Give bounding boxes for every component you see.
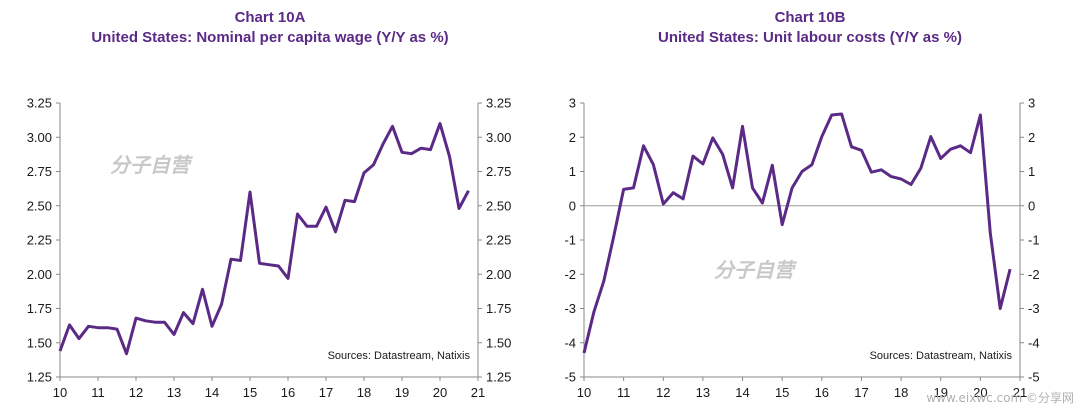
chart-a-ytick-label-left: 1.75 (27, 301, 52, 316)
chart-b-ytick-label-left: 2 (569, 130, 576, 145)
chart-b-xtick-label: 18 (894, 385, 908, 400)
chart-a-title: United States: Nominal per capita wage (… (91, 29, 449, 46)
chart-a-ytick-label-right: 3.00 (486, 130, 511, 145)
chart-a-ytick-label-left: 3.00 (27, 130, 52, 145)
chart-b-xtick-label: 13 (696, 385, 710, 400)
chart-b-ytick-label-right: -3 (1028, 301, 1040, 316)
chart-b-xtick-label: 16 (815, 385, 829, 400)
chart-a-ytick-label-left: 2.50 (27, 198, 52, 213)
chart-b-ytick-label-left: -3 (564, 301, 576, 316)
chart-a-ytick-label-right: 2.50 (486, 198, 511, 213)
chart-b-xtick-label: 11 (617, 385, 631, 400)
chart-a-xtick-label: 15 (243, 385, 257, 400)
chart-b-xtick-label: 20 (973, 385, 987, 400)
chart-a-ytick-label-left: 3.25 (27, 96, 52, 111)
chart-a-label: Chart 10A (234, 9, 306, 26)
chart-a-xtick-label: 12 (129, 385, 143, 400)
chart-a-xtick-label: 18 (357, 385, 371, 400)
chart-b-plot: 3 32 21 10 0-1 -1-2 -2-3 -3-4 -4-5 -510 11 12 13 14 15… (564, 96, 1040, 401)
chart-b-ytick-label-right: 2 (1028, 130, 1035, 145)
chart-a-plot: 3.25 3.25 3.00 3.00 2.75 2.75 2.50 2.50 2.25 2.25… (27, 96, 512, 401)
chart-b-label: Chart 10B (774, 9, 846, 26)
chart-b-ytick-label-right: 0 (1028, 198, 1035, 213)
chart-b-ytick-label-left: -5 (564, 370, 576, 385)
chart-a-ytick-label-left: 2.25 (27, 233, 52, 248)
chart-b-ytick-label-left: -2 (564, 267, 576, 282)
chart-b-watermark: 分子自营 (714, 258, 798, 282)
chart-a-xtick-label: 13 (167, 385, 181, 400)
chart-a-xtick-label: 21 (471, 385, 485, 400)
chart-b-xtick-label: 21 (1013, 385, 1027, 400)
chart-b-ytick-label-left: 0 (569, 198, 576, 213)
chart-b-title: United States: Unit labour costs (Y/Y as… (658, 29, 962, 46)
chart-b-xtick-label: 17 (854, 385, 868, 400)
chart-b-ytick-label-left: -4 (564, 335, 576, 350)
chart-a-xtick-label: 20 (433, 385, 447, 400)
chart-a-ytick-label-right: 2.75 (486, 164, 511, 179)
chart-b-xtick-label: 15 (775, 385, 789, 400)
chart-b-ytick-label-left: -1 (564, 233, 576, 248)
chart-a-ytick-label-left: 2.00 (27, 267, 52, 282)
chart-b-xtick-label: 10 (577, 385, 591, 400)
chart-b-xtick-label: 14 (735, 385, 749, 400)
chart-b-ytick-label-left: 3 (569, 96, 576, 111)
chart-a-xtick-label: 16 (281, 385, 295, 400)
chart-b-ytick-label-right: 1 (1028, 164, 1035, 179)
chart-b-ytick-label-right: -2 (1028, 267, 1040, 282)
chart-a-ytick-label-right: 1.50 (486, 335, 511, 350)
chart-a-ytick-label-right: 2.00 (486, 267, 511, 282)
chart-a-ytick-label-right: 3.25 (486, 96, 511, 111)
chart-b-ytick-label-left: 1 (569, 164, 576, 179)
chart-a-xtick-label: 11 (91, 385, 105, 400)
chart-a-watermark: 分子自营 (110, 153, 194, 177)
chart-panel-a: Chart 10A United States: Nominal per cap… (27, 9, 512, 401)
chart-a-ytick-label-right: 2.25 (486, 233, 511, 248)
chart-b-ytick-label-right: -1 (1028, 233, 1040, 248)
chart-b-source: Sources: Datastream, Natixis (870, 350, 1013, 362)
chart-b-ytick-label-right: -5 (1028, 370, 1040, 385)
corner-watermark: www.eixwc.com ©分享网 (926, 391, 1074, 405)
chart-b-ytick-label-right: -4 (1028, 335, 1040, 350)
chart-a-ytick-label-right: 1.75 (486, 301, 511, 316)
chart-a-ytick-label-right: 1.25 (486, 370, 511, 385)
chart-b-series-line (582, 112, 1012, 354)
chart-a-xtick-label: 19 (395, 385, 409, 400)
chart-b-xtick-label: 19 (933, 385, 947, 400)
chart-a-xtick-label: 14 (205, 385, 219, 400)
chart-a-series-line (58, 122, 470, 356)
chart-panel-b: Chart 10B United States: Unit labour cos… (540, 0, 1080, 410)
chart-a-ytick-label-left: 1.25 (27, 370, 52, 385)
chart-a-ytick-label-left: 2.75 (27, 164, 52, 179)
chart-a-ytick-label-left: 1.50 (27, 335, 52, 350)
chart-b-xtick-label: 12 (656, 385, 670, 400)
chart-a-source: Sources: Datastream, Natixis (328, 350, 471, 362)
chart-a-xtick-label: 10 (53, 385, 67, 400)
chart-a-xtick-label: 17 (319, 385, 333, 400)
chart-b-ytick-label-right: 3 (1028, 96, 1035, 111)
